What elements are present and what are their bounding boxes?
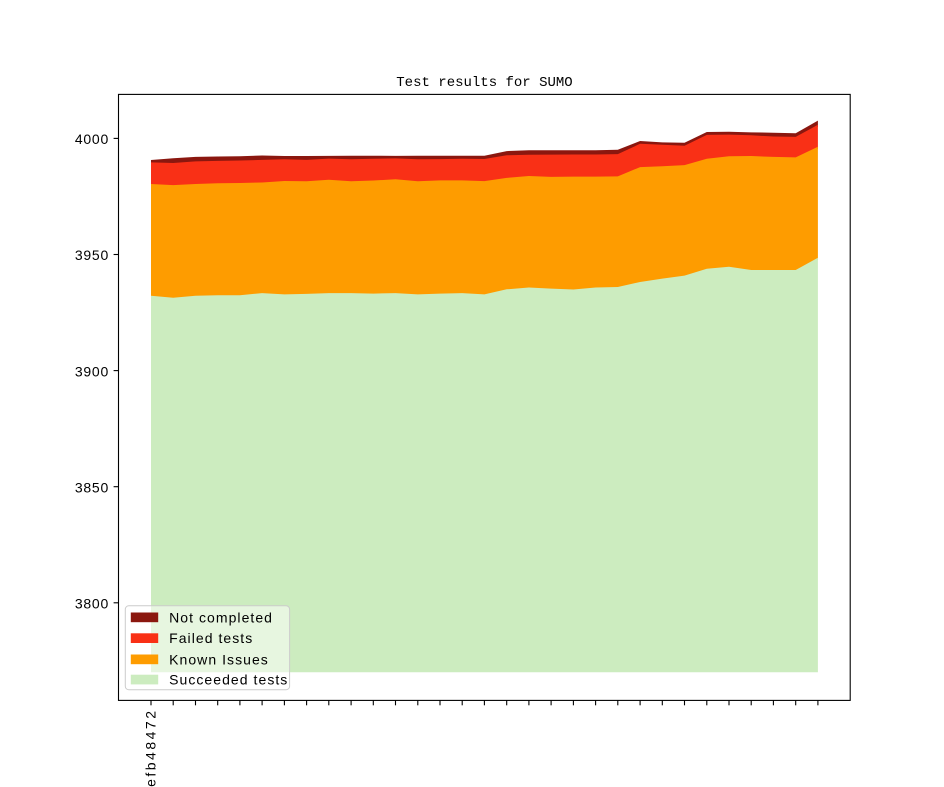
svg-text:34-cbfefb48472: 34-cbfefb48472: [143, 709, 159, 787]
svg-text:3850: 3850: [75, 479, 109, 495]
svg-text:3950: 3950: [75, 247, 109, 263]
svg-text:4000: 4000: [75, 131, 109, 147]
svg-text:Failed tests: Failed tests: [169, 630, 253, 646]
svg-text:Not completed: Not completed: [169, 609, 273, 625]
svg-text:3900: 3900: [75, 363, 109, 379]
svg-text:Test results for SUMO: Test results for SUMO: [396, 75, 572, 91]
svg-text:Succeeded tests: Succeeded tests: [169, 672, 288, 688]
svg-text:Known Issues: Known Issues: [169, 651, 269, 667]
svg-text:3800: 3800: [75, 596, 109, 612]
